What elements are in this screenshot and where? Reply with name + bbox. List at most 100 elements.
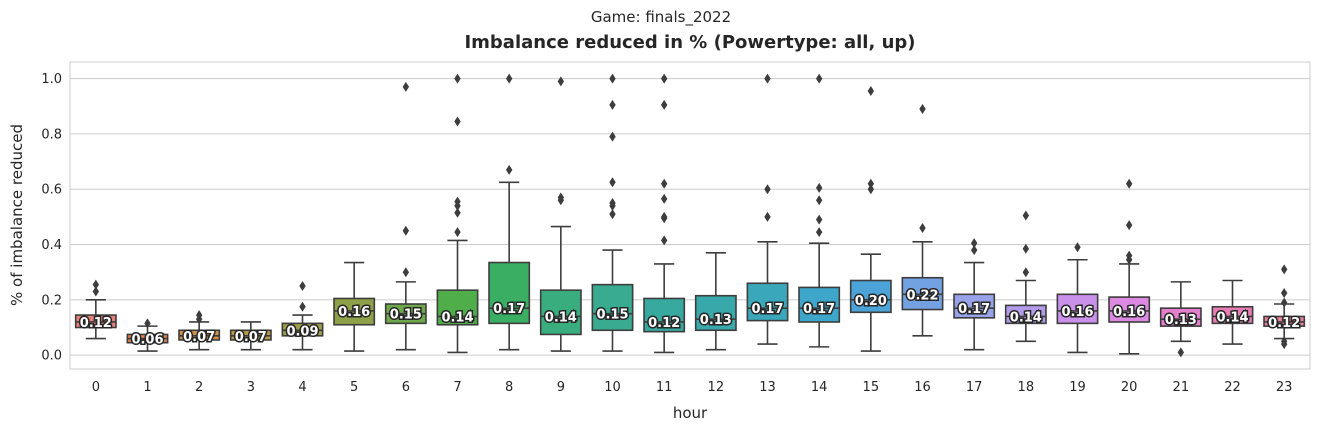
outlier-point [609, 73, 616, 84]
x-tick-label: 6 [402, 380, 410, 395]
median-data-label: 0.15 [596, 308, 628, 323]
x-tick-label: 14 [811, 380, 828, 395]
outlier-point [1022, 210, 1030, 221]
x-tick-label: 7 [453, 380, 461, 395]
median-data-label: 0.22 [906, 288, 938, 303]
boxes: 0.12 0.06 0.07 0.07 0.09 0.16 0.15 0.14 0.17 0.14… [74, 73, 1306, 358]
outlier-point [660, 211, 668, 222]
outlier-point [454, 196, 461, 207]
outlier-point [454, 227, 461, 238]
outlier-point [660, 99, 668, 110]
median-data-label: 0.12 [80, 316, 112, 331]
x-tick-label: 4 [298, 380, 306, 395]
box-hour-23: 0.12 [1263, 264, 1306, 350]
median-data-label: 0.17 [493, 302, 525, 317]
median-data-label: 0.13 [1165, 313, 1197, 328]
outlier-point [1280, 287, 1288, 298]
median-data-label: 0.14 [441, 310, 473, 325]
outlier-point [609, 99, 616, 110]
x-axis-label: hour [673, 404, 708, 422]
outlier-point [1125, 220, 1133, 231]
median-data-label: 0.07 [183, 330, 215, 345]
box-iqr [643, 297, 686, 333]
outlier-point [609, 177, 616, 188]
box-iqr [746, 282, 789, 322]
box-hour-18: 0.14 [1004, 210, 1047, 343]
x-tick-label: 1 [143, 380, 151, 395]
median-data-label: 0.14 [1216, 310, 1248, 325]
box-hour-2: 0.07 [178, 310, 221, 351]
plot-frame [69, 61, 1311, 370]
box-iqr [488, 261, 531, 325]
outlier-point [1125, 250, 1133, 261]
x-tick-label: 11 [656, 380, 673, 395]
outlier-point [764, 184, 771, 195]
x-tick-label: 10 [604, 380, 621, 395]
outlier-point [454, 116, 461, 127]
outlier-point [919, 222, 926, 233]
box-hour-3: 0.07 [229, 321, 272, 351]
box-hour-5: 0.16 [333, 261, 376, 352]
box-iqr [1159, 307, 1202, 327]
box-hour-12: 0.13 [694, 252, 737, 351]
outlier-point [92, 286, 100, 297]
median-data-label: 0.17 [803, 302, 835, 317]
outlier-point [919, 104, 926, 115]
median-data-label: 0.16 [338, 305, 370, 320]
x-tick-label: 22 [1224, 380, 1241, 395]
x-tick-label: 16 [914, 380, 931, 395]
outlier-point [1022, 243, 1030, 254]
median-data-label: 0.15 [390, 308, 422, 323]
outlier-point [609, 198, 616, 209]
median-data-label: 0.07 [235, 330, 267, 345]
outlier-point [557, 192, 565, 203]
outlier-point [402, 81, 410, 92]
box-hour-22: 0.14 [1211, 279, 1254, 345]
x-tick-label: 21 [1173, 380, 1190, 395]
x-tick-label: 9 [557, 380, 565, 395]
median-data-label: 0.09 [286, 324, 318, 339]
box-hour-19: 0.16 [1056, 242, 1099, 354]
median-data-label: 0.14 [545, 310, 577, 325]
median-data-label: 0.17 [751, 302, 783, 317]
outlier-point [299, 301, 306, 312]
box-hour-4: 0.09 [281, 281, 324, 351]
outlier-point [970, 245, 978, 256]
median-data-label: 0.16 [1061, 305, 1093, 320]
outlier-point [1074, 242, 1081, 253]
box-iqr [849, 279, 892, 314]
box-hour-13: 0.17 [746, 73, 789, 345]
x-tick-labels: 0 1 2 3 4 5 6 7 8 9 10 11 12 13 14 15 16 17 18 19 20 21 22 23 [92, 380, 1293, 395]
outlier-point [299, 281, 306, 292]
y-tick-label: 1.0 [41, 72, 62, 87]
box-iqr [591, 283, 634, 332]
y-tick-label: 0.0 [41, 349, 62, 364]
x-tick-label: 13 [759, 380, 776, 395]
box-iqr [1211, 305, 1254, 325]
x-tick-label: 8 [505, 380, 513, 395]
median-data-label: 0.13 [700, 313, 732, 328]
outlier-point [609, 131, 616, 142]
box-hour-20: 0.16 [1108, 178, 1151, 355]
box-hour-16: 0.22 [901, 104, 944, 337]
outlier-point [815, 182, 823, 193]
x-tick-label: 23 [1276, 380, 1293, 395]
outlier-point [402, 225, 410, 236]
y-tick-label: 0.6 [41, 183, 62, 198]
box-hour-15: 0.20 [849, 86, 892, 352]
y-tick-labels: 0.0 0.2 0.4 0.6 0.8 1.0 [41, 72, 62, 364]
box-hour-7: 0.14 [436, 73, 479, 354]
x-tick-label: 15 [863, 380, 880, 395]
outlier-point [144, 318, 151, 329]
outlier-point [609, 209, 616, 220]
box-iqr [953, 293, 996, 319]
box-hour-6: 0.15 [384, 81, 427, 351]
outlier-point [660, 193, 668, 204]
x-tick-label: 18 [1018, 380, 1035, 395]
box-hour-8: 0.17 [488, 73, 531, 351]
y-tick-label: 0.2 [41, 293, 62, 308]
outlier-point [505, 73, 513, 84]
median-data-label: 0.12 [648, 316, 680, 331]
median-data-label: 0.16 [1113, 305, 1145, 320]
